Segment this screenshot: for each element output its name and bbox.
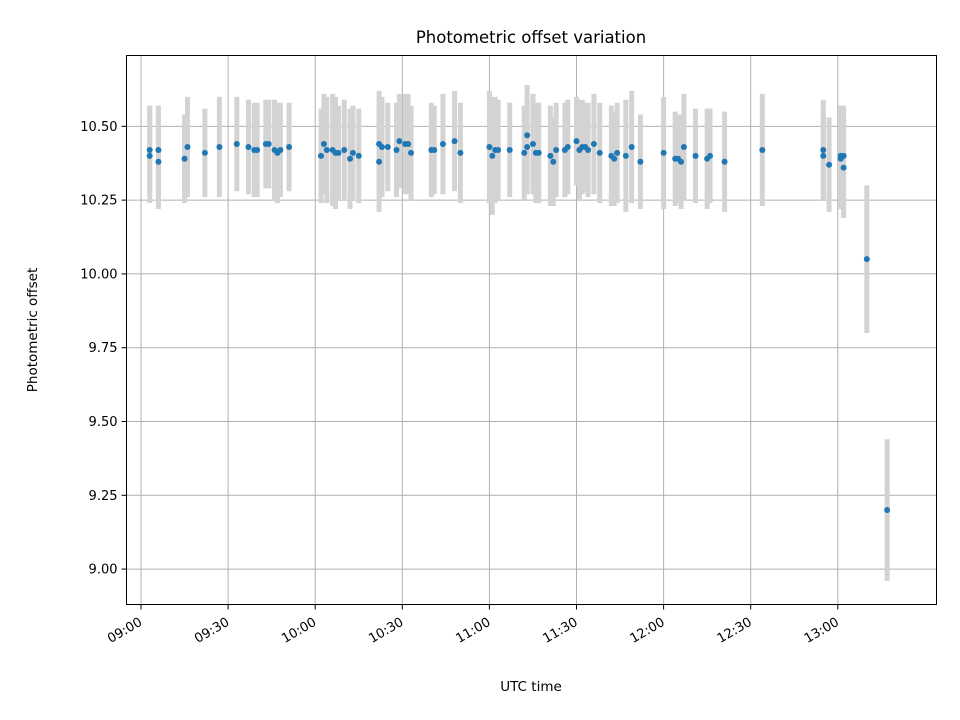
- data-point: [393, 146, 400, 153]
- data-point: [611, 155, 618, 162]
- x-tick-label: 12:30: [715, 615, 755, 647]
- data-point: [759, 146, 766, 153]
- data-point: [840, 164, 847, 171]
- plot-frame: [126, 55, 937, 605]
- data-point: [355, 152, 362, 159]
- data-point: [245, 144, 252, 150]
- data-point: [155, 146, 162, 153]
- data-point: [376, 158, 383, 165]
- data-point: [692, 152, 699, 159]
- data-point: [678, 158, 685, 165]
- point-layer: [146, 132, 891, 514]
- data-point: [524, 132, 531, 139]
- x-tick-label: 09:30: [192, 615, 232, 647]
- data-point: [335, 149, 342, 156]
- y-axis-label: Photometric offset: [25, 268, 41, 392]
- x-tick-label: 10:30: [366, 615, 406, 647]
- y-tick-label: 9.50: [89, 415, 118, 430]
- data-point: [573, 138, 580, 145]
- y-tick-label: 9.00: [89, 563, 118, 578]
- data-point: [660, 149, 667, 156]
- data-point: [820, 152, 827, 159]
- data-point: [820, 146, 827, 153]
- data-point: [826, 161, 833, 168]
- data-point: [535, 149, 542, 156]
- x-tick-label: 11:00: [453, 615, 493, 647]
- data-point: [707, 152, 714, 159]
- y-tick-label: 10.50: [80, 120, 117, 135]
- data-point: [840, 152, 847, 159]
- data-point: [506, 146, 513, 153]
- data-point: [323, 146, 330, 153]
- errorbar-layer: [147, 85, 890, 581]
- data-point: [529, 141, 536, 148]
- y-tick-label: 10.25: [80, 194, 117, 209]
- data-point: [495, 146, 502, 153]
- data-point: [614, 149, 621, 156]
- x-tick-label: 09:00: [105, 615, 145, 647]
- data-point: [863, 256, 870, 263]
- data-point: [622, 152, 629, 159]
- data-point: [680, 144, 687, 150]
- x-tick-label: 13:00: [802, 615, 842, 647]
- y-tick-label: 10.00: [80, 267, 117, 282]
- y-tick-label: 9.75: [89, 341, 118, 356]
- data-point: [521, 149, 528, 156]
- data-point: [721, 158, 728, 165]
- y-tick-label: 9.25: [89, 489, 118, 504]
- data-point: [347, 155, 354, 162]
- data-point: [628, 144, 635, 150]
- data-point: [201, 149, 208, 156]
- data-point: [265, 141, 272, 148]
- x-tick-label: 10:00: [279, 615, 319, 647]
- x-tick-label: 12:00: [628, 615, 668, 647]
- data-point: [254, 146, 261, 153]
- data-point: [439, 141, 446, 148]
- data-point: [405, 141, 412, 148]
- data-point: [486, 144, 493, 150]
- data-point: [564, 144, 571, 150]
- data-point: [320, 141, 327, 148]
- data-point: [146, 146, 153, 153]
- data-point: [384, 144, 391, 150]
- data-point: [553, 146, 560, 153]
- data-point: [318, 152, 325, 159]
- data-point: [233, 141, 240, 148]
- data-point: [637, 158, 644, 165]
- data-point: [396, 138, 403, 145]
- data-point: [349, 149, 356, 156]
- x-tick-label: 11:30: [541, 615, 581, 647]
- data-point: [431, 146, 438, 153]
- data-point: [596, 149, 603, 156]
- data-point: [457, 149, 464, 156]
- data-point: [547, 152, 554, 159]
- data-point: [550, 158, 557, 165]
- data-point: [489, 152, 496, 159]
- data-point: [590, 141, 597, 148]
- data-point: [286, 144, 293, 150]
- data-point: [277, 146, 284, 153]
- data-point: [184, 144, 191, 150]
- data-point: [884, 507, 891, 514]
- data-point: [585, 146, 592, 153]
- data-point: [451, 138, 458, 145]
- data-point: [408, 149, 415, 156]
- data-point: [216, 144, 223, 150]
- chart-title: Photometric offset variation: [416, 28, 646, 47]
- data-point: [341, 146, 348, 153]
- data-point: [155, 158, 162, 165]
- data-point: [146, 152, 153, 159]
- data-point: [378, 144, 385, 150]
- data-point: [181, 155, 188, 162]
- x-axis-label: UTC time: [500, 679, 562, 695]
- data-point: [524, 144, 531, 150]
